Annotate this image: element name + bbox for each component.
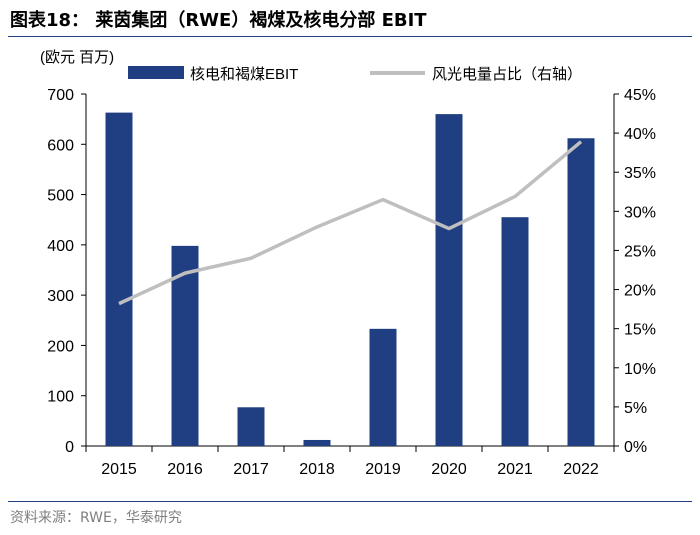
bar-2021 [501,217,529,446]
x-tick-label: 2022 [563,461,599,478]
right-tick-label: 25% [624,243,656,260]
x-tick-label: 2021 [497,461,533,478]
right-tick-label: 0% [624,439,647,456]
left-tick-label: 700 [47,87,74,104]
legend: 核电和褐煤EBIT 风光电量占比（右轴） [128,66,582,83]
x-tick-label: 2017 [233,461,269,478]
right-tick-label: 35% [624,165,656,182]
source-note: 资料来源：RWE，华泰研究 [10,510,182,526]
x-tick-label: 2020 [431,461,467,478]
left-tick-label: 500 [47,188,74,205]
x-tick-label: 2019 [365,461,401,478]
legend-bar-swatch [128,66,184,79]
bar-2017 [237,407,265,446]
chart: (欧元 百万) 核电和褐煤EBIT 风光电量占比（右轴） 0 100 200 300 40… [40,49,656,478]
legend-line-label: 风光电量占比（右轴） [432,66,582,83]
left-tick-label: 300 [47,288,74,305]
left-tick-label: 100 [47,389,74,406]
plot-area: 0 100 200 300 400 500 600 700 0% 5% 10% 15% 20% 25% 30… [47,87,656,478]
right-tick-label: 40% [624,126,656,143]
bar-2015 [105,112,133,446]
right-tick-label: 15% [624,322,656,339]
bar-2018 [303,439,331,446]
right-tick-label: 10% [624,361,656,378]
right-tick-label: 30% [624,204,656,221]
left-tick-label: 0 [65,439,74,456]
right-tick-label: 5% [624,400,647,417]
x-tick-label: 2015 [101,461,137,478]
top-rule [8,36,692,37]
left-tick-label: 200 [47,338,74,355]
chart-title: 图表18： 莱茵集团（RWE）褐煤及核电分部 EBIT [10,10,427,31]
x-tick-label: 2016 [167,461,203,478]
line-share-series [118,140,583,306]
bar-2022 [567,138,595,446]
unit-label: (欧元 百万) [40,49,114,66]
right-tick-label: 20% [624,283,656,300]
x-tick-label: 2018 [299,461,335,478]
bar-2020 [435,114,463,446]
legend-bar-label: 核电和褐煤EBIT [190,66,298,83]
left-tick-label: 400 [47,238,74,255]
right-tick-label: 45% [624,87,656,104]
bar-2016 [171,245,199,446]
bottom-rule [8,501,692,502]
bar-2019 [369,328,397,446]
left-tick-label: 600 [47,137,74,154]
